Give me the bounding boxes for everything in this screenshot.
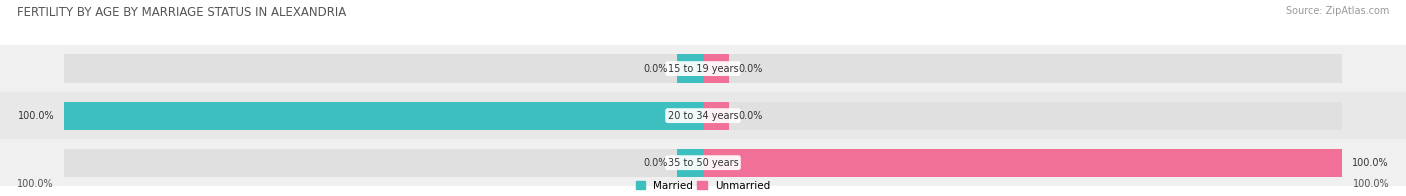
Bar [703,149,1343,177]
Text: 100.0%: 100.0% [1353,179,1389,189]
Text: FERTILITY BY AGE BY MARRIAGE STATUS IN ALEXANDRIA: FERTILITY BY AGE BY MARRIAGE STATUS IN A… [17,6,346,19]
Bar [703,54,1343,83]
Text: 15 to 19 years: 15 to 19 years [668,64,738,74]
Bar [703,102,1343,130]
Legend: Married, Unmarried: Married, Unmarried [636,181,770,191]
Bar [63,102,703,130]
Bar [0,45,1406,92]
Text: 0.0%: 0.0% [738,111,762,121]
Bar [63,149,703,177]
Text: 100.0%: 100.0% [18,111,55,121]
Bar [63,54,703,83]
Bar [63,102,703,130]
Text: Source: ZipAtlas.com: Source: ZipAtlas.com [1285,6,1389,16]
Text: 100.0%: 100.0% [17,179,53,189]
Text: 35 to 50 years: 35 to 50 years [668,158,738,168]
Bar [703,149,1343,177]
Bar [703,54,728,83]
Bar [0,92,1406,139]
Text: 100.0%: 100.0% [1351,158,1388,168]
Bar [703,102,728,130]
Text: 0.0%: 0.0% [644,64,668,74]
Text: 0.0%: 0.0% [738,64,762,74]
Bar [0,139,1406,186]
Text: 20 to 34 years: 20 to 34 years [668,111,738,121]
Bar [678,54,703,83]
Bar [678,149,703,177]
Text: 0.0%: 0.0% [644,158,668,168]
